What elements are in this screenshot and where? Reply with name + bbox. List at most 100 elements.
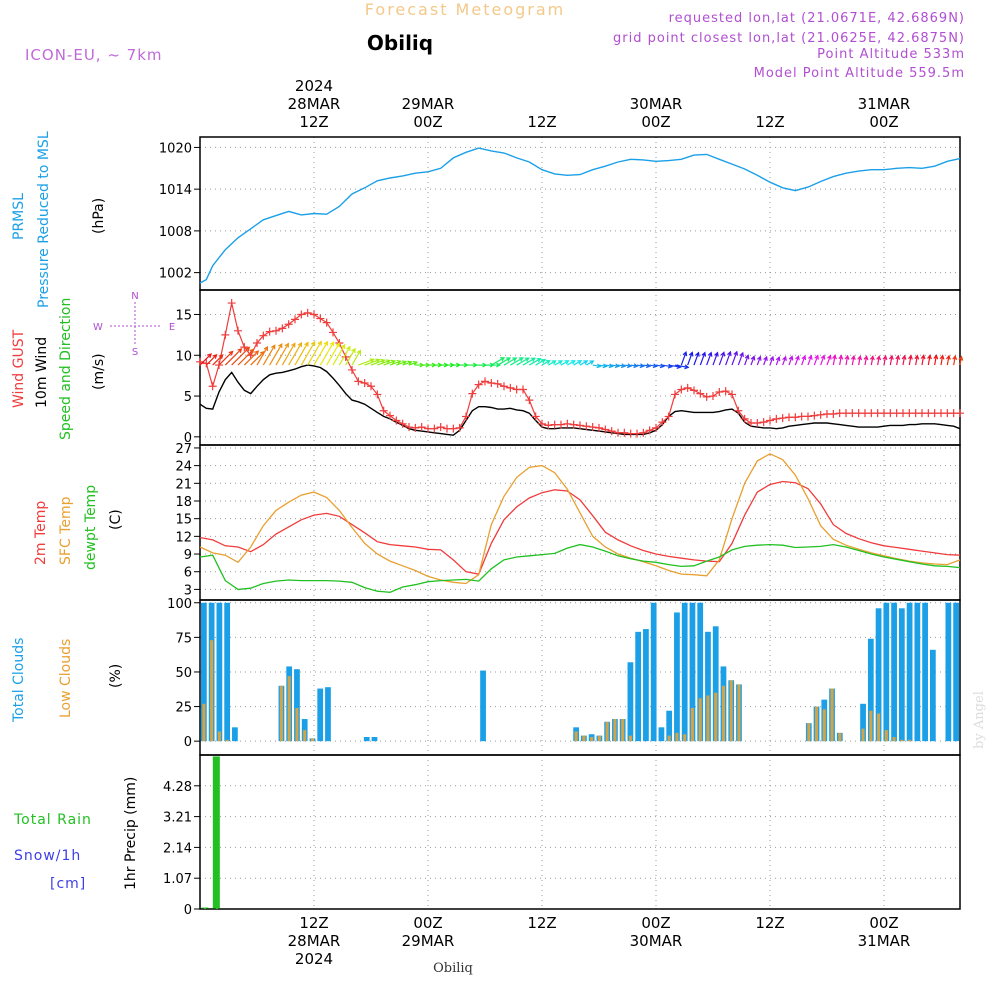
total-cloud-bar [325,687,331,742]
total-cloud-bar [712,626,719,742]
y-tick-label: 1020 [159,141,192,156]
wind-direction-arrow [447,362,455,368]
low-cloud-bar [202,703,206,742]
wind-gust-marker [677,385,686,394]
total-cloud-bar [681,602,688,742]
low-cloud-bar [597,735,601,742]
wind-direction-arrow [218,350,234,366]
wind-gust-marker [386,411,394,420]
wind-gust-marker [683,383,692,392]
wind-direction-arrow [674,364,690,370]
wind-direction-arrow [402,360,413,366]
wind-direction-arrow [243,350,260,366]
total-cloud-bar [906,602,913,742]
low-cloud-bar [621,719,625,742]
wind-direction-arrow [718,351,726,366]
wind-direction-arrow [826,354,832,366]
total-cloud-bar [635,631,642,742]
wind-direction-arrow [857,355,863,366]
wind-gust-marker [234,326,242,335]
bottom-axis-label: 12Z [299,914,328,932]
pressure-labels: PRMSL Pressure Reduced to MSL (hPa) [11,131,107,308]
wind-gust-label: Wind GUST [11,329,27,408]
total-rain-label: Total Rain [13,812,92,828]
wind-direction-arrow [807,354,813,366]
wind-gust-marker [379,406,388,415]
bottom-axis-label: 12Z [527,914,556,932]
low-cloud-bar [884,730,888,742]
wind-direction-arrow [288,341,303,366]
total-cloud-bar [643,629,649,742]
wind-direction-arrow [744,354,750,366]
wind-gust-marker [215,361,223,370]
low-cloud-bar [683,734,687,742]
wind-direction-arrow [750,355,756,366]
wind-direction-arrow [649,363,658,369]
total-cloud-bar [860,703,866,742]
wind-direction-arrow [901,354,907,366]
wind-direction-arrow [914,354,920,366]
wind-gust-marker [360,379,369,387]
wind-direction-arrow [364,358,381,366]
wind-direction-arrow [863,355,869,366]
wind-gust-marker [778,414,787,423]
bottom-axis-label: 12Z [755,914,784,932]
compass-e: E [169,322,175,333]
temp-2m-line [199,480,961,575]
wind-direction-arrow [712,351,719,366]
wind-gust-marker [759,418,768,427]
wind-direction-arrow [586,360,595,366]
bottom-axis-label: 30MAR [630,932,683,950]
precip-bar [212,756,220,909]
wind-gust-marker [576,421,584,430]
total-cloud-bar [875,608,882,742]
low-cloud-bar [706,695,710,742]
wind-gust-marker [588,423,597,432]
wind-gust-marker [373,390,382,399]
low-cloud-bar [574,731,578,742]
wind-direction-arrow [933,354,939,366]
y-tick-label: 0 [184,903,192,918]
y-tick-label: 9 [184,548,192,563]
total-cloud-bar [898,608,905,742]
temp-labels: 2m Temp SFC Temp dewpt Temp (C) [33,485,124,570]
y-tick-label: 21 [175,477,192,492]
y-tick-label: 0 [184,735,192,750]
wind-gust-marker [310,310,318,319]
wind-direction-arrow [269,342,283,366]
wind-gust-marker [481,377,489,386]
low-cloud-bar [310,738,314,742]
wind-direction-arrow [510,357,524,366]
model-point-altitude: Model Point Altitude 559.5m [754,66,965,81]
wind-direction-arrow [491,357,506,366]
low-cloud-bar [303,730,307,742]
wind-direction-arrow [958,355,964,366]
wind-gust-marker [531,412,540,421]
low-cloud-bar [667,735,671,742]
low-cloud-bar [210,640,214,742]
y-tick-label: 24 [175,460,192,475]
wind-gust-marker [322,318,331,327]
low-cloud-bar [737,684,741,742]
wind-gust-marker [259,331,268,340]
wind-gust-marker [702,392,711,401]
wind-gust-marker [709,392,717,401]
wind-direction-arrow [579,360,589,366]
pressure-unit-label: (hPa) [91,198,107,234]
wind-gust-marker [449,424,458,433]
wind-direction-arrow [801,354,807,366]
low-cloud-bar [807,723,811,742]
wind-direction-arrow [624,363,633,369]
wind-gust-marker [392,416,401,425]
wind-gust-marker [829,410,838,418]
low-cloud-bar [287,676,291,742]
wind-gust-marker [633,429,641,438]
wind-direction-arrow [725,350,732,366]
total-cloud-bar [658,727,665,742]
wind-gust-marker [221,330,230,339]
total-cloud-bar [867,638,874,742]
compass-n: N [131,291,138,302]
wind-direction-arrow [300,340,316,366]
wind-gust-marker [652,423,660,432]
